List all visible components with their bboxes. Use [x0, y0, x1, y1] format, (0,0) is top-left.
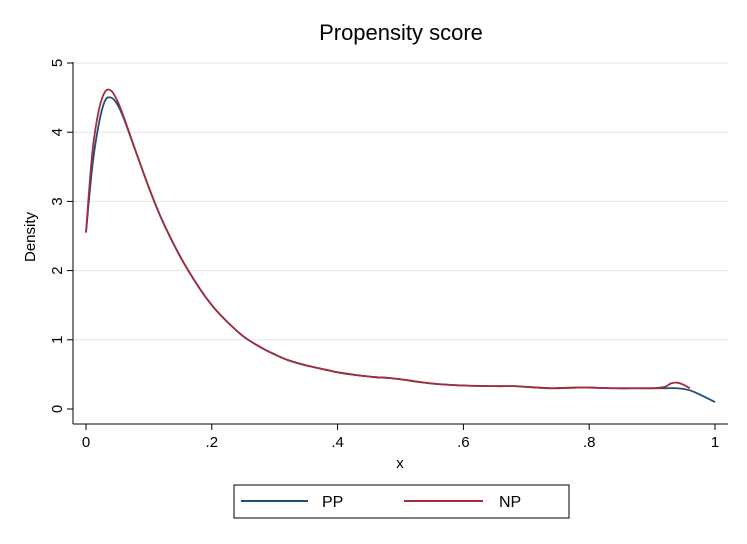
legend-label-np: NP: [499, 494, 521, 511]
series-line-np: [85, 88, 691, 390]
y-tick-label: 0: [49, 405, 66, 413]
legend: PP NP: [233, 484, 570, 519]
legend-label-pp: PP: [322, 494, 343, 511]
x-axis-label: x: [396, 455, 404, 472]
y-tick-label: 5: [49, 59, 66, 67]
series-line-pp: [85, 96, 716, 403]
x-axis-ticks: 0 .2 .4 .6 .8 1: [82, 424, 719, 451]
x-tick-label: .2: [206, 434, 219, 451]
chart-title: Propensity score: [319, 20, 483, 45]
y-tick-label: 2: [49, 266, 66, 274]
y-axis-label: Density: [22, 211, 39, 262]
y-axis-ticks: 0 1 2 3 4 5: [49, 59, 73, 413]
x-tick-label: 0: [82, 434, 90, 451]
y-tick-label: 3: [49, 197, 66, 205]
x-tick-label: .6: [457, 434, 470, 451]
grid-lines: [74, 62, 728, 341]
y-tick-label: 4: [49, 128, 66, 136]
x-tick-label: 1: [711, 434, 719, 451]
series-lines: [85, 88, 716, 403]
x-tick-label: .4: [331, 434, 344, 451]
y-tick-label: 1: [49, 336, 66, 344]
x-tick-label: .8: [583, 434, 596, 451]
